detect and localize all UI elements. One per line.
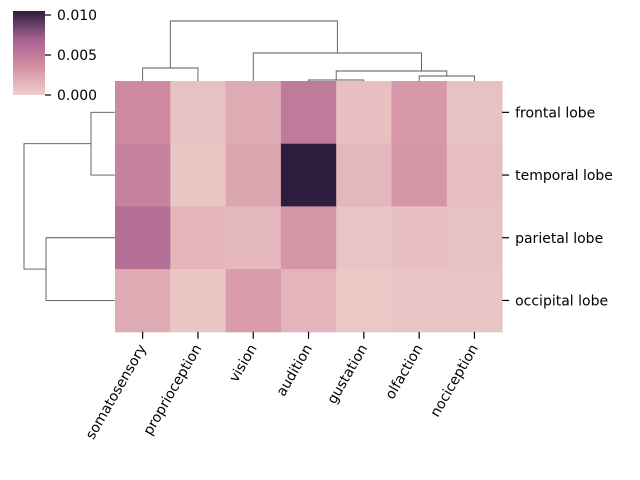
heatmap-cell-parietal-lobe-olfaction xyxy=(391,206,448,270)
column-dendrogram-link xyxy=(252,52,422,81)
x-tick-label: audition xyxy=(274,342,316,399)
heatmap-cell-frontal-lobe-nociception xyxy=(446,81,503,145)
x-tick-label: gustation xyxy=(324,342,371,407)
column-dendrogram-link xyxy=(142,67,199,81)
colorbar-tick-label: 0.005 xyxy=(57,48,97,64)
heatmap-cell-parietal-lobe-vision xyxy=(225,206,282,270)
x-tick-label: olfaction xyxy=(383,342,427,402)
y-tick-label: frontal lobe xyxy=(515,105,595,121)
y-tick-label: occipital lobe xyxy=(515,293,608,309)
heatmap-cells xyxy=(115,81,503,333)
heatmap-cell-frontal-lobe-olfaction xyxy=(391,81,448,145)
x-tick-label: nociception xyxy=(428,342,482,420)
heatmap-cell-occipital-lobe-nociception xyxy=(446,269,503,333)
heatmap-cell-temporal-lobe-audition xyxy=(280,143,337,207)
y-tick-label: parietal lobe xyxy=(515,231,603,247)
heatmap-cell-temporal-lobe-nociception xyxy=(446,143,503,207)
column-dendrogram-link xyxy=(418,75,475,81)
heatmap-cell-temporal-lobe-gustation xyxy=(336,143,392,207)
heatmap-cell-frontal-lobe-vision xyxy=(225,81,282,145)
colorbar-gradient xyxy=(13,11,45,95)
heatmap-cell-temporal-lobe-vision xyxy=(225,143,282,207)
heatmap-cell-parietal-lobe-somatosensory xyxy=(115,206,171,270)
heatmap-cell-occipital-lobe-audition xyxy=(280,269,337,333)
column-dendrogram xyxy=(142,20,475,81)
column-dendrogram-link xyxy=(335,70,448,80)
heatmap-cell-frontal-lobe-gustation xyxy=(336,81,392,145)
x-tick-label: vision xyxy=(226,342,260,385)
heatmap-cell-temporal-lobe-somatosensory xyxy=(115,143,171,207)
y-axis-ticks: frontal lobe temporal lobe parietal lobe oc… xyxy=(502,105,613,309)
heatmap-cell-occipital-lobe-somatosensory xyxy=(115,269,171,333)
heatmap-cell-parietal-lobe-proprioception xyxy=(170,206,227,270)
row-dendrogram xyxy=(23,111,115,301)
colorbar-tick-label: 0.000 xyxy=(57,88,97,104)
heatmap-cell-temporal-lobe-olfaction xyxy=(391,143,448,207)
x-tick-label: proprioception xyxy=(141,342,206,438)
heatmap-cell-frontal-lobe-somatosensory xyxy=(115,81,171,145)
row-dendrogram-link xyxy=(23,143,91,270)
row-dendrogram-link xyxy=(90,111,115,176)
heatmap-cell-occipital-lobe-proprioception xyxy=(170,269,227,333)
heatmap-cell-temporal-lobe-proprioception xyxy=(170,143,227,207)
column-dendrogram-link xyxy=(308,79,365,81)
heatmap-cell-parietal-lobe-audition xyxy=(280,206,337,270)
colorbar-tick-label: 0.010 xyxy=(57,8,97,24)
row-dendrogram-link xyxy=(45,237,115,301)
heatmap-cell-occipital-lobe-olfaction xyxy=(391,269,448,333)
heatmap-cell-parietal-lobe-nociception xyxy=(446,206,503,270)
column-dendrogram-link xyxy=(169,20,338,68)
heatmap-cell-frontal-lobe-audition xyxy=(280,81,337,145)
y-tick-label: temporal lobe xyxy=(515,168,613,184)
x-tick-label: somatosensory xyxy=(83,342,150,443)
heatmap-cell-occipital-lobe-gustation xyxy=(336,269,392,333)
heatmap-cell-occipital-lobe-vision xyxy=(225,269,282,333)
colorbar: 0.000 0.005 0.010 xyxy=(13,8,97,104)
heatmap-cell-frontal-lobe-proprioception xyxy=(170,81,227,145)
heatmap-cell-parietal-lobe-gustation xyxy=(336,206,392,270)
